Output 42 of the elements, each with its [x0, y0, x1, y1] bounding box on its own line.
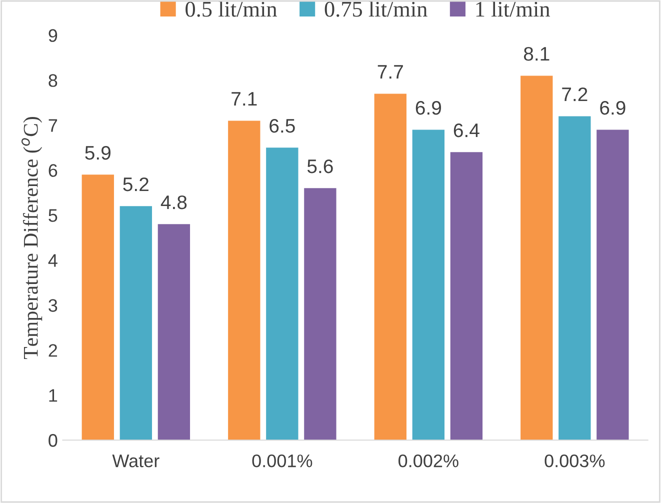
data-label: 6.9 — [600, 100, 626, 115]
y-tick-label: 4 — [48, 254, 58, 267]
legend-label: 0.5 lit/min — [186, 1, 277, 17]
bar — [558, 116, 591, 440]
y-axis-title: Temperature Difference ($^{o}$C) — [22, 117, 42, 360]
bar — [82, 174, 114, 440]
bar — [158, 224, 190, 440]
bar — [374, 94, 406, 440]
x-tick-label: 0.003% — [544, 454, 605, 468]
data-label: 6.5 — [270, 118, 295, 133]
data-label: 7.7 — [378, 65, 403, 79]
bar — [450, 152, 483, 440]
data-label: 5.6 — [307, 159, 333, 174]
y-tick-label: 2 — [48, 344, 58, 357]
x-tick-label: 0.002% — [398, 454, 458, 468]
y-tick-label: 8 — [48, 74, 58, 87]
data-label: 6.9 — [416, 100, 442, 115]
data-label: 5.9 — [85, 146, 110, 160]
data-label: 5.2 — [123, 177, 148, 192]
y-tick-label: 5 — [48, 209, 58, 222]
data-label: 7.2 — [562, 87, 588, 102]
legend-label: 1 lit/min — [476, 1, 550, 17]
y-tick-label: 3 — [48, 299, 58, 312]
legend-label: 0.75 lit/min — [324, 1, 428, 17]
bar — [412, 130, 444, 440]
bar — [304, 188, 336, 440]
bar — [520, 76, 553, 440]
y-tick-label: 0 — [48, 434, 58, 447]
y-tick-label: 9 — [48, 29, 58, 42]
data-label: 7.1 — [232, 92, 257, 106]
bar — [596, 130, 629, 440]
x-tick-label: 0.001% — [252, 454, 312, 468]
data-label: 4.8 — [160, 195, 187, 210]
data-label: 8.1 — [524, 46, 550, 61]
data-label: 6.4 — [454, 123, 480, 138]
bar — [266, 148, 298, 440]
bar — [228, 120, 260, 440]
y-tick-label: 7 — [48, 119, 58, 132]
y-tick-label: 6 — [48, 164, 58, 177]
bar — [120, 206, 152, 440]
y-tick-label: 1 — [49, 389, 58, 402]
x-tick-label: Water — [112, 454, 160, 468]
